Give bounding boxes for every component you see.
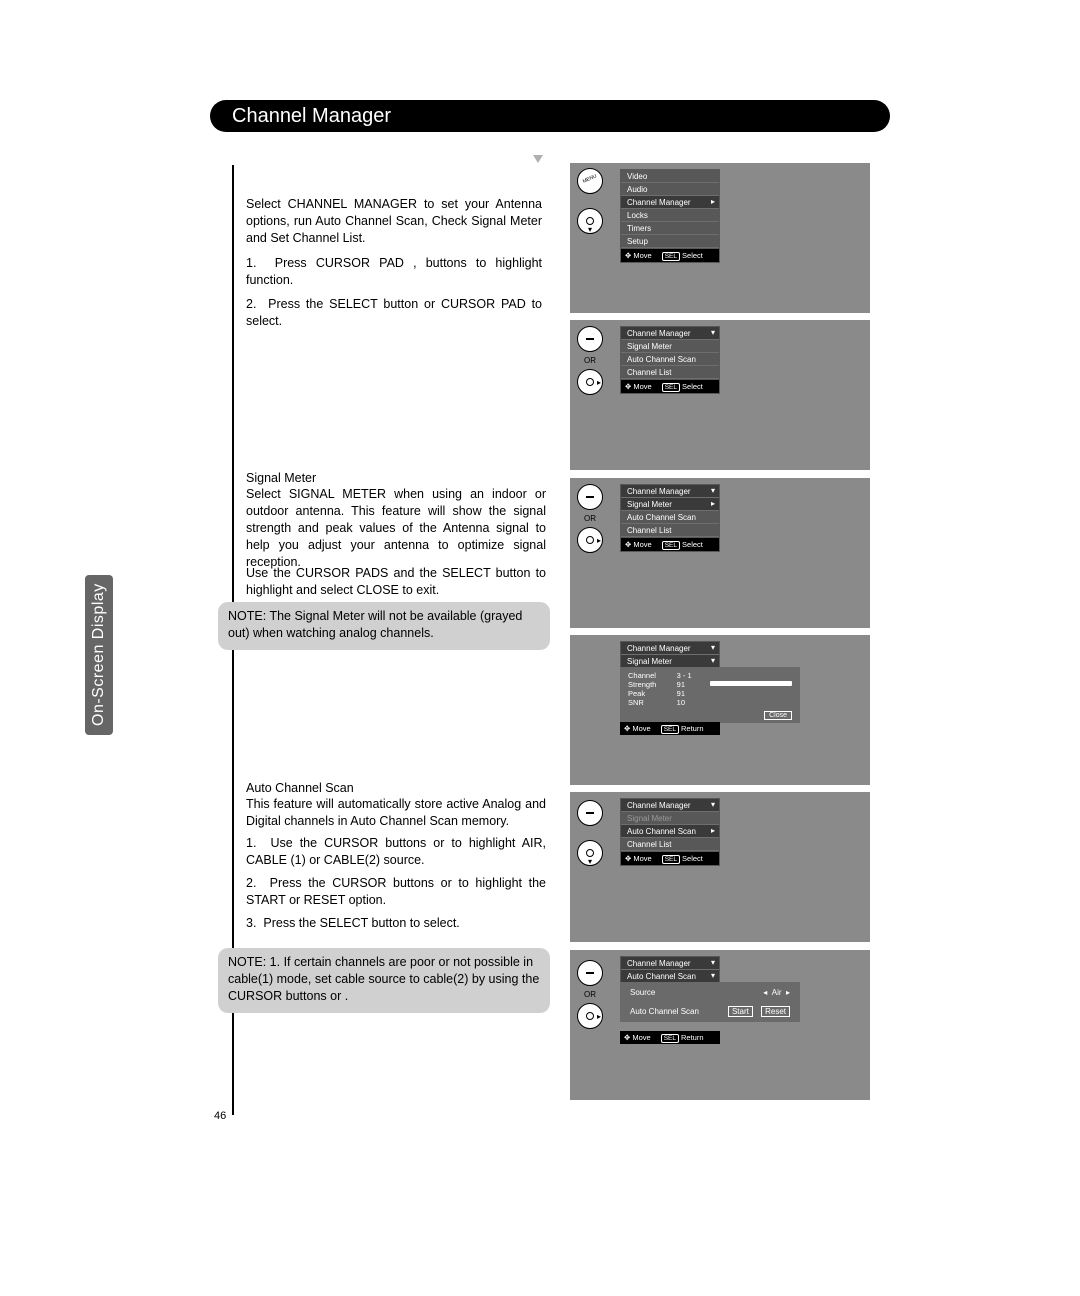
source-label: Source: [630, 988, 655, 997]
osd-acs-header-box: Channel Manager▾ Auto Channel Scan▾: [620, 956, 720, 984]
tv-screen-auto-scan-hl: Channel Manager▾ Signal Meter Auto Chann…: [570, 792, 870, 942]
osd-item-locks: Locks: [621, 209, 719, 222]
remote-group-3: OR: [570, 484, 610, 557]
osd-cm-channel-list: Channel List: [621, 366, 719, 379]
page-number: 46: [214, 1110, 226, 1122]
or-label: OR: [570, 356, 610, 365]
osd-item-audio: Audio: [621, 183, 719, 196]
cursor-right-icon: [577, 1003, 603, 1029]
start-button[interactable]: Start: [728, 1006, 753, 1017]
osd-footer: Move SELSelect: [621, 380, 719, 393]
close-button[interactable]: Close: [764, 711, 792, 720]
auto-scan-step-1: 1. Use the CURSOR buttons or to highligh…: [246, 835, 546, 869]
osd-cm-signal-meter-gray: Signal Meter: [621, 812, 719, 825]
auto-scan-step-2: 2. Press the CURSOR buttons or to highli…: [246, 875, 546, 909]
osd-cm-menu: Channel Manager▾ Signal Meter Auto Chann…: [620, 326, 720, 394]
remote-group-6: OR: [570, 960, 610, 1033]
acs-label2: Auto Channel Scan: [630, 1007, 699, 1016]
tv-screen-auto-scan-detail: Channel Manager▾ Auto Channel Scan▾ Sour…: [570, 950, 870, 1100]
cursor-right-icon: [577, 369, 603, 395]
osd-item-channel-manager: Channel Manager▸: [621, 196, 719, 209]
osd-footer: Move SELReturn: [620, 722, 720, 735]
signal-meter-note: NOTE: The Signal Meter will not be avail…: [218, 602, 550, 650]
side-tab: On-Screen Display: [85, 575, 113, 735]
signal-meter-heading: Signal Meter: [246, 470, 542, 487]
intro-step-2: 2. Press the SELECT button or CURSOR PAD…: [246, 296, 542, 330]
or-label: OR: [570, 990, 610, 999]
osd-acs-body: Source ◂ Air ▸ Auto Channel Scan Start R…: [620, 982, 800, 1022]
osd-sm-header-box: Channel Manager▾ Signal Meter▾: [620, 641, 720, 669]
reset-button[interactable]: Reset: [761, 1006, 790, 1017]
menu-button-icon: MENU: [577, 168, 603, 194]
tv-screen-signal-meter-hl: Channel Manager▾ Signal Meter▸ Auto Chan…: [570, 478, 870, 628]
side-tab-label: On-Screen Display: [90, 584, 108, 727]
signal-meter-p2: Use the CURSOR PADS and the SELECT butto…: [246, 565, 546, 599]
osd-cm-menu-acs: Channel Manager▾ Signal Meter Auto Chann…: [620, 798, 720, 866]
osd-cm-signal-meter-hl: Signal Meter▸: [621, 498, 719, 511]
osd-main-menu: Video Audio Channel Manager▸ Locks Timer…: [620, 169, 720, 263]
auto-scan-heading: Auto Channel Scan: [246, 780, 542, 797]
osd-cm-auto-scan-hl: Auto Channel Scan▸: [621, 825, 719, 838]
osd-item-setup: Setup: [621, 235, 719, 248]
auto-scan-note: NOTE: 1. If certain channels are poor or…: [218, 948, 550, 1013]
osd-cm-header: Channel Manager▾: [621, 642, 719, 655]
or-label: OR: [570, 514, 610, 523]
auto-scan-step-3: 3. Press the SELECT button to select.: [246, 915, 546, 932]
select-button-icon: [577, 326, 603, 352]
osd-cm-header: Channel Manager▾: [621, 957, 719, 970]
osd-cm-signal-meter: Signal Meter: [621, 340, 719, 353]
osd-footer: Move SELReturn: [620, 1031, 720, 1044]
osd-cm-header: Channel Manager▾: [621, 799, 719, 812]
remote-group-1: MENU: [570, 168, 610, 238]
osd-footer: Move SELSelect: [621, 852, 719, 865]
osd-cm-header: Channel Manager▾: [621, 327, 719, 340]
cursor-down-icon: [577, 208, 603, 234]
tv-screen-main-menu: Video Audio Channel Manager▸ Locks Timer…: [570, 163, 870, 313]
select-button-icon: [577, 800, 603, 826]
page-title: Channel Manager: [232, 105, 391, 127]
tv-screen-cm-menu: Channel Manager▾ Signal Meter Auto Chann…: [570, 320, 870, 470]
osd-cm-auto-scan: Auto Channel Scan: [621, 353, 719, 366]
osd-cm-auto-scan: Auto Channel Scan: [621, 511, 719, 524]
remote-group-2: OR: [570, 326, 610, 399]
osd-cm-header: Channel Manager▾: [621, 485, 719, 498]
auto-scan-p1: This feature will automatically store ac…: [246, 796, 546, 830]
intro-step-1: 1. Press CURSOR PAD , buttons to highlig…: [246, 255, 542, 289]
triangle-marker: [533, 155, 543, 163]
osd-cm-channel-list: Channel List: [621, 838, 719, 851]
osd-footer: Move SELSelect: [621, 249, 719, 262]
osd-footer: Move SELSelect: [621, 538, 719, 551]
tv-screen-signal-meter-detail: Channel Manager▾ Signal Meter▾ Channel S…: [570, 635, 870, 785]
svg-text:MENU: MENU: [582, 173, 598, 185]
osd-cm-channel-list: Channel List: [621, 524, 719, 537]
select-button-icon: [577, 484, 603, 510]
osd-cm-menu-sm: Channel Manager▾ Signal Meter▸ Auto Chan…: [620, 484, 720, 552]
select-button-icon: [577, 960, 603, 986]
osd-item-timers: Timers: [621, 222, 719, 235]
cursor-down-icon: [577, 840, 603, 866]
intro-paragraph: Select CHANNEL MANAGER to set your Anten…: [246, 196, 542, 247]
remote-group-5: [570, 800, 610, 870]
cursor-right-icon: [577, 527, 603, 553]
osd-sm-readout: Channel Strength Peak SNR 3 - 1 91 91 10…: [620, 667, 800, 723]
osd-item-video: Video: [621, 170, 719, 183]
signal-meter-p1: Select SIGNAL METER when using an indoor…: [246, 486, 546, 570]
page-header: Channel Manager: [210, 100, 890, 132]
